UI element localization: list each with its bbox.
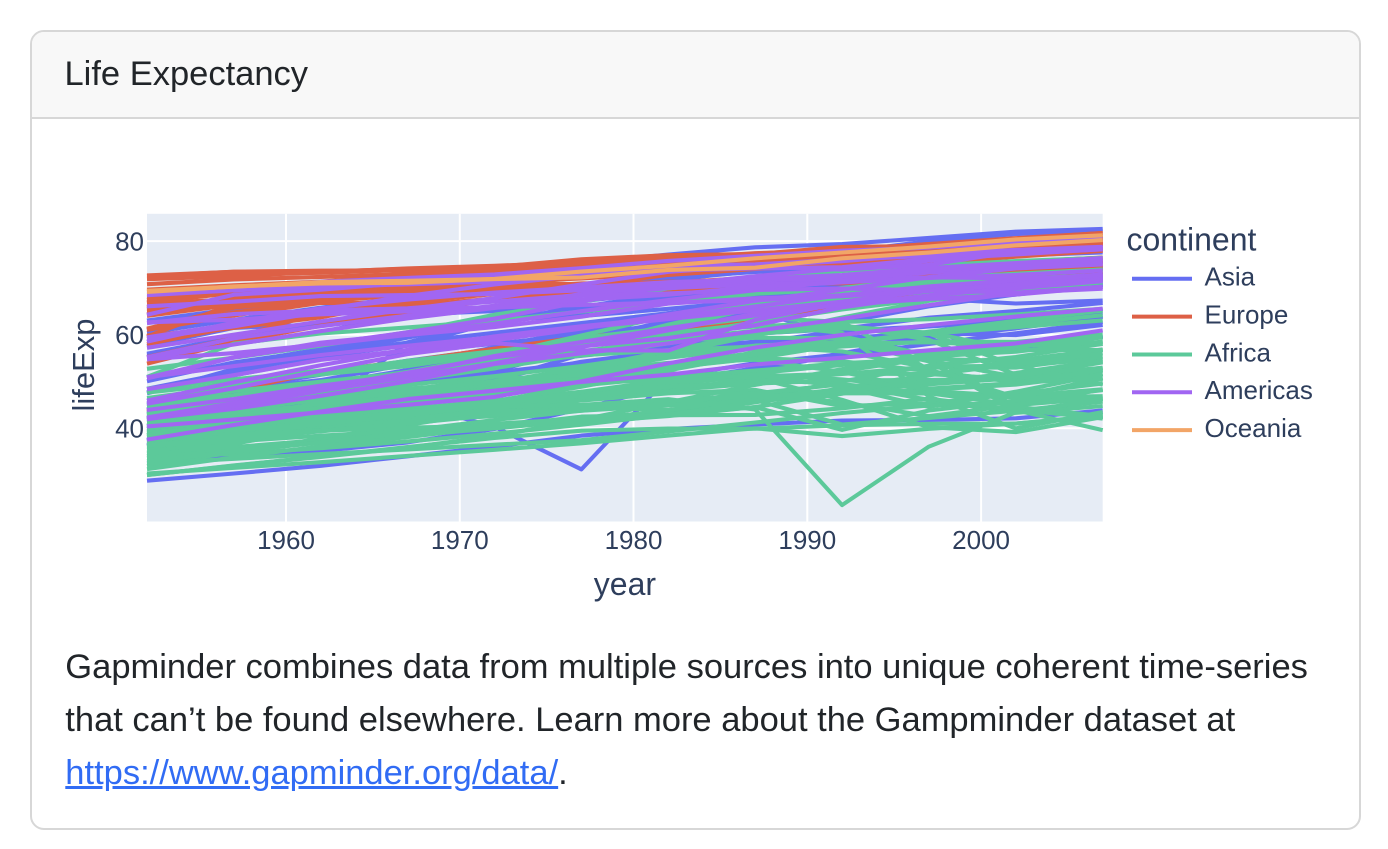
svg-text:40: 40 <box>115 414 144 444</box>
svg-text:1960: 1960 <box>257 525 315 555</box>
svg-text:lifeExp: lifeExp <box>66 318 101 411</box>
svg-text:Europe: Europe <box>1205 299 1289 329</box>
svg-text:Americas: Americas <box>1205 375 1313 405</box>
svg-text:80: 80 <box>115 226 144 256</box>
svg-text:1970: 1970 <box>431 525 489 555</box>
svg-text:Oceania: Oceania <box>1205 413 1302 443</box>
svg-text:continent: continent <box>1127 222 1257 258</box>
svg-text:Asia: Asia <box>1205 262 1256 292</box>
svg-text:2000: 2000 <box>952 525 1010 555</box>
svg-text:year: year <box>594 566 657 602</box>
svg-text:60: 60 <box>115 320 144 350</box>
svg-text:Africa: Africa <box>1205 337 1272 367</box>
svg-text:1990: 1990 <box>778 525 836 555</box>
svg-text:1980: 1980 <box>605 525 663 555</box>
